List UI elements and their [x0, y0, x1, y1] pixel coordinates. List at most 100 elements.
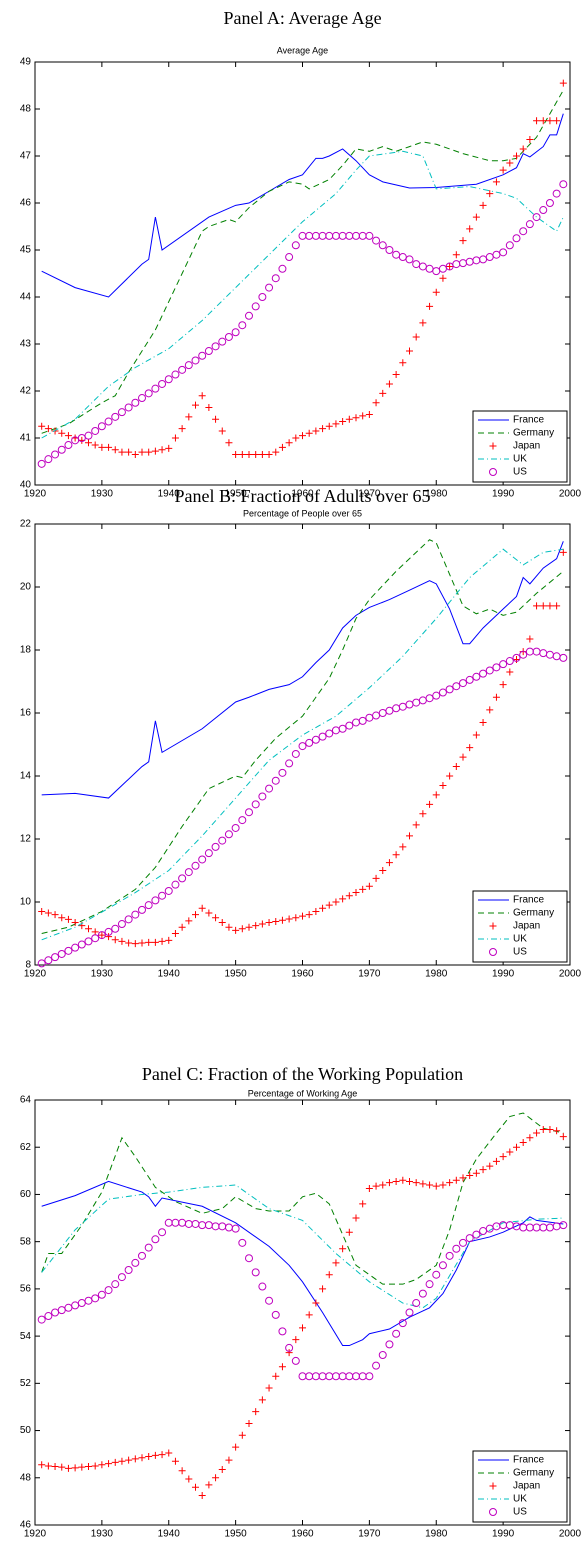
data-point: [64, 1303, 73, 1312]
data-line: [41, 113, 564, 298]
legend-label: Japan: [513, 921, 540, 932]
y-tick-label: 12: [20, 834, 32, 845]
data-point: [525, 1223, 534, 1232]
legend-label: US: [513, 467, 527, 478]
data-point: [425, 694, 434, 703]
data-point: [552, 1222, 561, 1231]
data-point: [171, 370, 180, 379]
data-point: [258, 920, 266, 928]
data-point: [158, 1228, 167, 1237]
data-point: [539, 206, 548, 215]
data-point: [405, 1308, 414, 1317]
data-point: [178, 365, 187, 374]
data-point: [285, 439, 293, 447]
data-point: [205, 403, 213, 411]
data-point: [57, 445, 66, 454]
data-point: [339, 418, 347, 426]
data-point: [385, 246, 394, 254]
data-point: [251, 800, 260, 809]
data-point: [98, 443, 106, 451]
data-point: [512, 234, 521, 243]
data-point: [191, 1219, 200, 1228]
data-point: [365, 882, 373, 890]
data-point: [117, 1273, 126, 1282]
data-point: [131, 1455, 139, 1463]
data-point: [439, 274, 447, 282]
data-point: [485, 253, 494, 262]
data-point: [378, 241, 387, 250]
data-point: [131, 910, 140, 919]
data-point: [318, 231, 327, 240]
data-point: [385, 1179, 393, 1187]
data-point: [178, 1218, 187, 1227]
data-point: [372, 874, 380, 882]
data-point: [499, 660, 508, 669]
data-point: [359, 885, 367, 893]
data-point: [418, 262, 427, 271]
data-point: [278, 1327, 287, 1336]
data-point: [492, 663, 501, 672]
data-point: [499, 166, 507, 174]
data-point: [218, 427, 226, 435]
data-point: [198, 904, 206, 912]
data-point: [171, 930, 179, 937]
data-point: [164, 375, 173, 384]
x-tick-label: 2000: [559, 1529, 582, 1540]
y-tick-label: 52: [20, 1378, 32, 1389]
data-point: [419, 319, 427, 327]
data-point: [285, 1349, 293, 1357]
data-point: [452, 1176, 460, 1184]
data-point: [84, 431, 93, 440]
data-point: [37, 459, 46, 468]
data-point: [492, 693, 500, 701]
data-point: [492, 250, 501, 259]
data-point: [151, 1451, 159, 1459]
data-point: [138, 1251, 147, 1260]
data-point: [245, 808, 254, 817]
data-point: [513, 1143, 520, 1151]
data-point: [125, 1456, 133, 1464]
y-tick-label: 42: [20, 386, 32, 397]
data-point: [258, 792, 267, 801]
data-point: [505, 241, 514, 250]
data-point: [138, 905, 147, 914]
data-point: [365, 1185, 373, 1193]
data-point: [439, 781, 447, 789]
x-tick-label: 1920: [24, 489, 47, 500]
data-point: [559, 1221, 568, 1230]
data-point: [151, 1235, 160, 1244]
x-tick-label: 1930: [91, 1529, 114, 1540]
data-point: [372, 711, 381, 720]
data-point: [552, 189, 561, 198]
data-point: [385, 380, 393, 388]
data-point: [232, 926, 240, 934]
data-point: [452, 260, 461, 269]
data-point: [459, 237, 467, 245]
data-point: [44, 455, 53, 464]
data-point: [438, 1261, 447, 1270]
data-point: [245, 923, 253, 931]
data-point: [291, 749, 300, 758]
data-point: [245, 450, 253, 458]
data-point: [225, 1456, 233, 1464]
data-point: [185, 413, 193, 421]
data-point: [358, 1372, 367, 1381]
data-point: [91, 1462, 99, 1470]
data-point: [559, 653, 568, 662]
data-point: [472, 213, 480, 221]
legend-label: Germany: [513, 1468, 554, 1479]
data-point: [145, 1453, 153, 1461]
data-point: [372, 236, 381, 245]
data-point: [105, 443, 113, 451]
data-point: [311, 1372, 320, 1381]
data-point: [51, 1308, 60, 1317]
data-point: [526, 1134, 534, 1142]
data-point: [278, 1363, 286, 1371]
data-point: [78, 1463, 86, 1471]
data-point: [131, 450, 139, 458]
x-tick-label: 1940: [158, 969, 181, 980]
data-point: [432, 267, 441, 276]
data-point: [85, 439, 92, 447]
y-tick-label: 62: [20, 1142, 32, 1153]
data-point: [466, 1172, 474, 1180]
